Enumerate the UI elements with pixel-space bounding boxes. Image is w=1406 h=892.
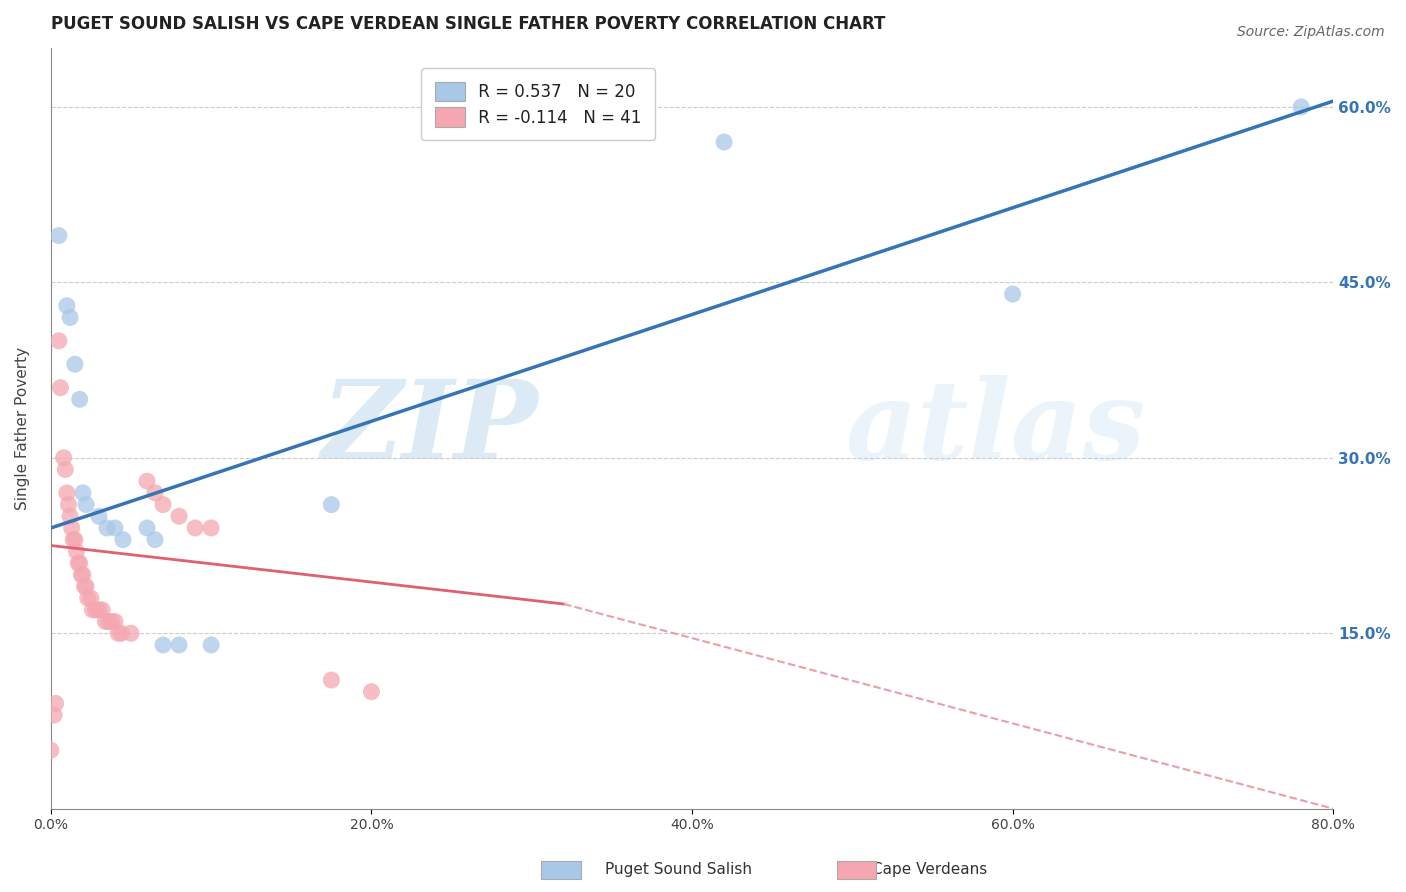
Point (75, 579, 97, 593)
Point (48, 228, 70, 243)
Point (136, 474, 159, 488)
Point (360, 684, 382, 698)
Point (53, 462, 76, 476)
Point (1001, 287, 1024, 301)
Point (82, 603, 104, 617)
Point (45, 697, 67, 711)
Point (60, 521, 83, 535)
Text: Puget Sound Salish: Puget Sound Salish (605, 863, 752, 877)
Point (59, 310, 82, 325)
Point (104, 615, 127, 629)
Point (56, 486, 79, 500)
Text: PUGET SOUND SALISH VS CAPE VERDEAN SINGLE FATHER POVERTY CORRELATION CHART: PUGET SOUND SALISH VS CAPE VERDEAN SINGL… (51, 15, 886, 33)
Point (70, 567, 93, 582)
Point (200, 521, 222, 535)
Point (73, 579, 96, 593)
Point (72, 567, 94, 582)
Point (107, 626, 129, 640)
Point (69, 392, 91, 407)
Point (200, 638, 222, 652)
Text: atlas: atlas (846, 375, 1146, 483)
Point (56, 299, 79, 313)
Point (87, 509, 110, 524)
Point (100, 615, 122, 629)
Point (143, 486, 166, 500)
Point (72, 486, 94, 500)
Point (111, 533, 134, 547)
Point (104, 521, 127, 535)
Point (58, 498, 80, 512)
Point (87, 603, 110, 617)
Text: Cape Verdeans: Cape Verdeans (872, 863, 987, 877)
Point (713, 135, 735, 149)
Point (65, 544, 87, 558)
Text: ZIP: ZIP (322, 375, 538, 483)
Point (59, 509, 82, 524)
Point (143, 533, 166, 547)
Point (52, 450, 75, 465)
Point (80, 591, 103, 606)
Point (42, 708, 65, 723)
Point (167, 638, 190, 652)
Point (63, 357, 86, 371)
Point (120, 626, 142, 640)
Point (63, 533, 86, 547)
Point (321, 673, 343, 687)
Point (97, 615, 120, 629)
Point (1289, 100, 1312, 114)
Point (48, 334, 70, 348)
Point (62, 533, 84, 547)
Point (69, 556, 91, 570)
Legend:  R = 0.537   N = 20,  R = -0.114   N = 41: R = 0.537 N = 20, R = -0.114 N = 41 (422, 68, 655, 140)
Text: Source: ZipAtlas.com: Source: ZipAtlas.com (1237, 25, 1385, 39)
Point (152, 498, 174, 512)
Point (110, 626, 132, 640)
Point (321, 498, 343, 512)
Point (91, 603, 114, 617)
Point (76, 591, 98, 606)
Point (39, 743, 62, 757)
Point (75, 498, 97, 512)
Point (49, 381, 72, 395)
Point (136, 521, 159, 535)
Y-axis label: Single Father Poverty: Single Father Poverty (15, 347, 30, 510)
Point (167, 509, 190, 524)
Point (94, 615, 117, 629)
Point (96, 521, 118, 535)
Point (84, 603, 107, 617)
Point (184, 521, 207, 535)
Point (152, 638, 174, 652)
Point (67, 556, 90, 570)
